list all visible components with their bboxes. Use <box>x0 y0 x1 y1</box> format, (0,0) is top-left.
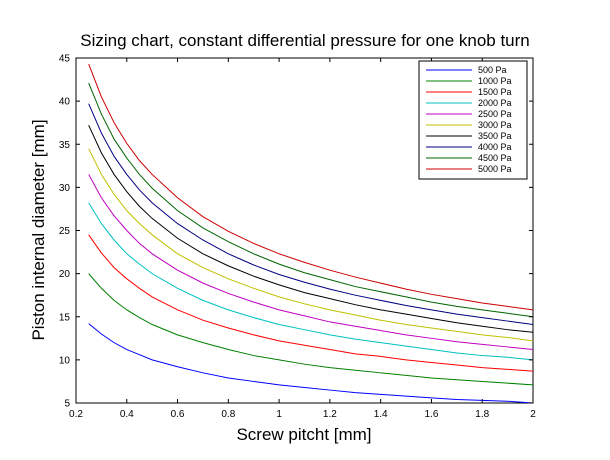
series-line-4 <box>88 174 534 351</box>
x-tick-label: 1.4 <box>374 409 388 420</box>
x-axis: 0.2 0.4 0.6 0.8 1 1.2 1.4 1.6 1.8 2 <box>69 58 536 420</box>
legend-entry-6: 3500 Pa <box>478 131 512 141</box>
x-tick-label: 1.8 <box>475 409 489 420</box>
legend-entry-7: 4000 Pa <box>478 142 512 152</box>
series-line-0 <box>88 323 534 404</box>
legend-entry-4: 2500 Pa <box>478 109 512 119</box>
series-line-3 <box>88 202 534 361</box>
series-line-9 <box>88 63 534 311</box>
chart-title: Sizing chart, constant differential pres… <box>80 31 530 50</box>
legend-entry-5: 3000 Pa <box>478 120 512 130</box>
legend-entry-9: 5000 Pa <box>478 164 512 174</box>
series-line-5 <box>88 148 534 342</box>
legend-entry-0: 500 Pa <box>478 65 507 75</box>
x-tick-label: 1 <box>276 409 282 420</box>
y-tick-label: 45 <box>59 54 71 65</box>
y-tick-label: 40 <box>59 97 71 108</box>
x-tick-label: 0.8 <box>221 409 235 420</box>
y-axis-label: Piston internal diameter [mm] <box>29 119 48 340</box>
series-line-6 <box>88 125 534 333</box>
y-tick-label: 30 <box>59 183 71 194</box>
x-tick-label: 0.4 <box>120 409 134 420</box>
y-tick-label: 15 <box>59 312 71 323</box>
legend-entry-1: 1000 Pa <box>478 76 512 86</box>
series-line-7 <box>88 103 534 326</box>
series-line-8 <box>88 82 534 318</box>
y-axis: 5 10 15 20 25 30 35 40 45 <box>59 54 533 410</box>
legend-entry-8: 4500 Pa <box>478 153 512 163</box>
y-tick-label: 10 <box>59 355 71 366</box>
series-line-2 <box>88 234 534 372</box>
series-line-1 <box>88 273 534 386</box>
x-tick-label: 0.2 <box>69 409 83 420</box>
x-tick-label: 1.6 <box>424 409 438 420</box>
legend-entry-3: 2000 Pa <box>478 98 512 108</box>
legend-entry-2: 1500 Pa <box>478 87 512 97</box>
x-axis-label: Screw pitcht [mm] <box>236 425 371 444</box>
y-tick-label: 35 <box>59 140 71 151</box>
y-tick-label: 20 <box>59 269 71 280</box>
y-tick-label: 5 <box>64 399 70 410</box>
y-tick-label: 25 <box>59 226 71 237</box>
x-tick-label: 2 <box>530 409 536 420</box>
x-tick-label: 0.6 <box>171 409 185 420</box>
x-tick-label: 1.2 <box>323 409 337 420</box>
series-group <box>88 63 534 404</box>
